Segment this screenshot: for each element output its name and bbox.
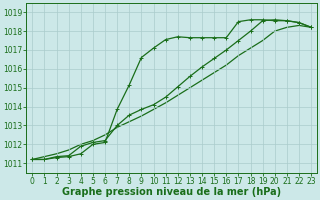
X-axis label: Graphe pression niveau de la mer (hPa): Graphe pression niveau de la mer (hPa) xyxy=(62,187,281,197)
